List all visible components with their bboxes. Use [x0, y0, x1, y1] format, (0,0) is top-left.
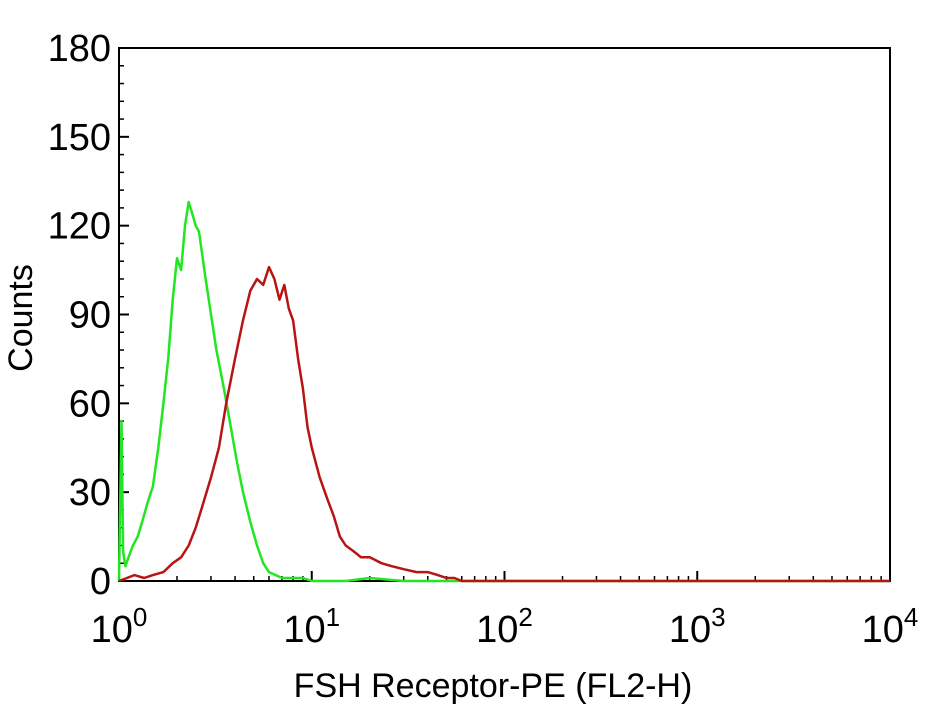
- x-tick-exponent: 1: [326, 602, 340, 632]
- x-tick-base: 10: [283, 609, 325, 651]
- y-tick-label: 30: [69, 472, 111, 514]
- plot-frame: [118, 47, 891, 582]
- x-tick-exponent: 2: [518, 602, 532, 632]
- x-tick-base: 10: [91, 609, 133, 651]
- x-tick-exponent: 0: [133, 602, 147, 632]
- y-tick-label: 180: [48, 28, 111, 70]
- y-tick-label: 0: [90, 561, 111, 603]
- y-tick-label: 150: [48, 117, 111, 159]
- x-tick-label: 100: [91, 602, 148, 651]
- x-tick-label: 103: [669, 602, 726, 651]
- x-tick-label: 102: [476, 602, 533, 651]
- x-tick-exponent: 3: [711, 602, 725, 632]
- x-axis-ticks: 100 101 102 103 104: [91, 571, 919, 651]
- series-layer: [117, 200, 890, 583]
- x-tick-label: 104: [862, 602, 919, 651]
- series-line-1: [117, 200, 890, 583]
- x-tick-label: 101: [283, 602, 340, 651]
- x-axis-label: FSH Receptor-PE (FL2-H): [294, 667, 693, 705]
- series-line-2: [118, 265, 890, 583]
- y-tick-label: 120: [48, 206, 111, 248]
- x-tick-exponent: 4: [904, 602, 918, 632]
- y-axis-ticks: 0 30 60 90 120 150 180: [48, 28, 129, 603]
- y-tick-label: 60: [69, 383, 111, 425]
- x-tick-base: 10: [476, 609, 518, 651]
- x-tick-base: 10: [669, 609, 711, 651]
- y-axis-label: Counts: [2, 264, 40, 372]
- x-tick-base: 10: [862, 609, 904, 651]
- y-tick-label: 90: [69, 295, 111, 337]
